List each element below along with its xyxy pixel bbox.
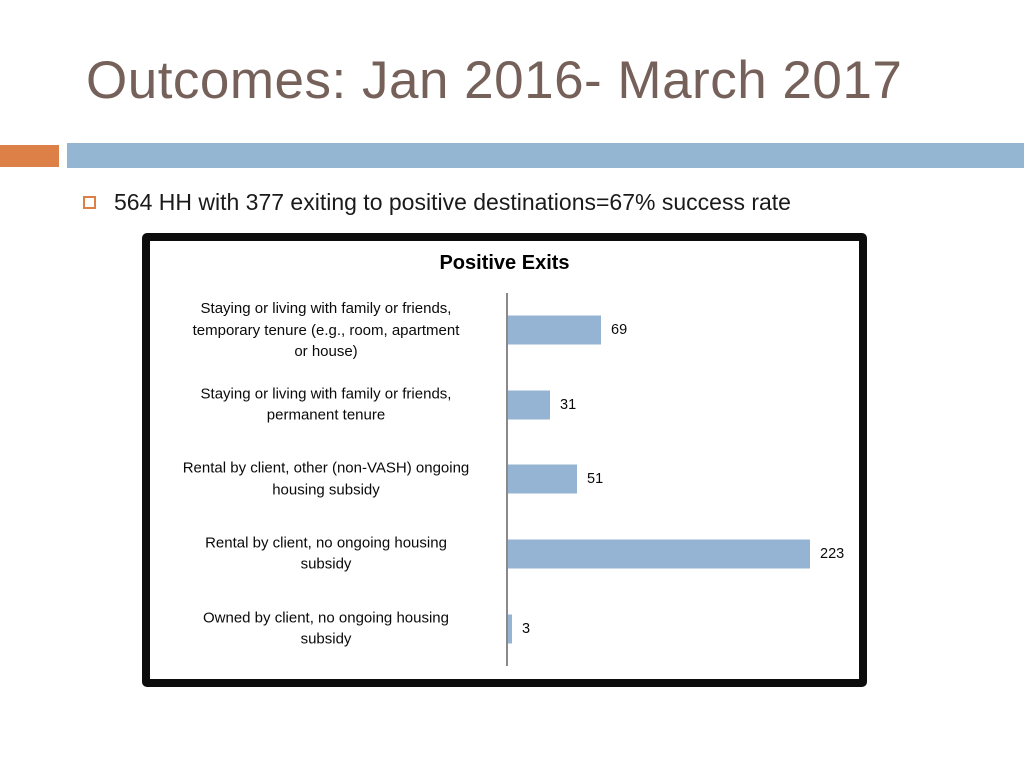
bullet-square-icon: [83, 196, 96, 209]
band-blue-bar: [67, 143, 1024, 168]
category-label: Owned by client, no ongoing housing subs…: [202, 609, 449, 648]
value-label: 31: [560, 396, 577, 413]
slide-title: Outcomes: Jan 2016- March 2017: [86, 51, 903, 110]
bar: [508, 315, 601, 345]
category-label: Staying or living with family or friends…: [200, 385, 452, 424]
chart-plot: Staying or living with family or friends…: [150, 293, 859, 666]
category-label: Rental by client, other (non-VASH) ongoi…: [182, 460, 470, 499]
chart-title: Positive Exits: [439, 252, 570, 274]
chart-row: Owned by client, no ongoing housing subs…: [150, 591, 859, 666]
category-axis-line: [506, 293, 508, 666]
chart-row: Staying or living with family or friends…: [150, 368, 859, 443]
band-orange-block: [0, 145, 59, 167]
value-label: 223: [820, 546, 845, 563]
chart-rows: Staying or living with family or friends…: [150, 293, 859, 666]
chart-row: Rental by client, no ongoing housing sub…: [150, 517, 859, 592]
value-label: 51: [587, 471, 604, 488]
category-label: Rental by client, no ongoing housing sub…: [205, 534, 447, 574]
bullet-text: 564 HH with 377 exiting to positive dest…: [114, 189, 791, 215]
chart-row: Staying or living with family or friends…: [150, 293, 859, 368]
chart-row: Rental by client, other (non-VASH) ongoi…: [150, 442, 859, 517]
bar: [508, 614, 512, 644]
bar: [508, 464, 577, 494]
bar: [508, 390, 550, 420]
category-label: Staying or living with family or friends…: [192, 300, 460, 360]
bar: [508, 539, 810, 569]
value-label: 69: [611, 322, 628, 339]
chart-frame: Positive Exits Staying or living with fa…: [142, 233, 867, 687]
value-label: 3: [522, 620, 531, 637]
